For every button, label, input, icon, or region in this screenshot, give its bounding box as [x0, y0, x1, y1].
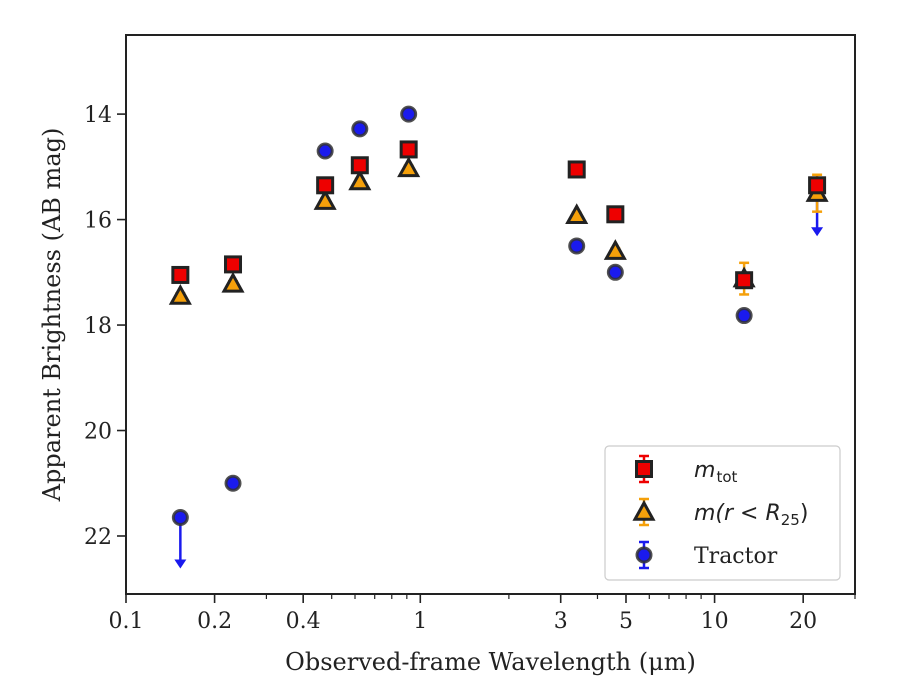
legend-circle-marker: [635, 546, 653, 564]
circle-point: [316, 142, 334, 160]
upper-limit-arrowhead: [811, 227, 824, 237]
upper-limit-arrowhead: [174, 559, 187, 569]
circle-point: [735, 307, 753, 325]
plot-area: [168, 105, 829, 569]
circle-point: [351, 120, 369, 138]
triangle-point: [397, 156, 421, 178]
legend-label: Tractor: [694, 544, 778, 569]
circle-point: [224, 474, 242, 492]
x-axis-label: Observed-frame Wavelength (μm): [285, 648, 696, 676]
square-point: [735, 271, 754, 290]
x-tick-label: 5: [619, 609, 633, 634]
triangle-point: [348, 169, 372, 191]
series-square: [171, 140, 827, 290]
y-tick-label: 14: [84, 103, 112, 128]
y-tick-label: 18: [84, 314, 112, 339]
triangle-point: [168, 283, 192, 305]
triangle-point: [565, 203, 589, 225]
triangle-point: [603, 239, 627, 260]
legend-square-marker: [635, 460, 653, 478]
square-point: [224, 255, 243, 274]
x-tick-label: 20: [789, 609, 817, 634]
square-point: [316, 176, 335, 195]
legend-box: [604, 445, 841, 581]
y-tick-label: 16: [84, 209, 112, 234]
x-tick-label: 1: [413, 609, 427, 634]
square-point: [606, 205, 625, 224]
square-point: [567, 160, 586, 179]
legend-entry: Tractor: [635, 540, 778, 570]
series-circle: [171, 105, 826, 569]
x-tick-label: 10: [701, 609, 729, 634]
x-tick-label: 0.1: [109, 609, 144, 634]
x-tick-label: 0.2: [197, 609, 232, 634]
triangle-point: [313, 189, 337, 210]
square-point: [171, 265, 190, 284]
circle-point: [606, 263, 624, 281]
series-triangle: [168, 156, 829, 305]
x-tick-label: 0.4: [286, 609, 321, 634]
legend-triangle-marker: [632, 499, 656, 521]
circle-point: [568, 237, 586, 255]
square-point: [808, 176, 827, 195]
axes: 0.1 0.2 0.4 1 3 5 10 20 14 16 18 20 22 Observed-frame…: [38, 34, 856, 676]
square-point: [399, 140, 418, 159]
square-point: [350, 156, 369, 175]
plot-frame: [125, 34, 856, 595]
circle-point: [171, 509, 189, 527]
circle-point: [400, 105, 418, 123]
x-tick-label: 3: [554, 609, 568, 634]
triangle-point: [221, 271, 245, 293]
y-axis-label: Apparent Brightness (AB mag): [38, 128, 66, 503]
y-tick-label: 22: [84, 525, 112, 550]
y-tick-label: 20: [84, 420, 112, 445]
